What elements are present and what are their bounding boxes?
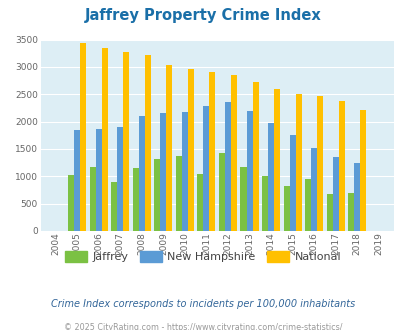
Bar — [246, 111, 252, 231]
Bar — [197, 174, 203, 231]
Bar — [310, 148, 316, 231]
Bar — [90, 167, 96, 231]
Bar — [132, 168, 139, 231]
Bar — [117, 127, 123, 231]
Legend: Jaffrey, New Hampshire, National: Jaffrey, New Hampshire, National — [60, 247, 345, 267]
Bar — [359, 110, 365, 231]
Text: Jaffrey Property Crime Index: Jaffrey Property Crime Index — [84, 8, 321, 23]
Bar — [273, 89, 279, 231]
Bar — [145, 55, 151, 231]
Bar — [166, 65, 172, 231]
Bar — [68, 175, 74, 231]
Bar — [181, 112, 188, 231]
Bar — [80, 44, 86, 231]
Bar — [252, 82, 258, 231]
Bar — [154, 159, 160, 231]
Bar — [267, 123, 273, 231]
Bar — [203, 106, 209, 231]
Bar — [304, 179, 310, 231]
Text: Crime Index corresponds to incidents per 100,000 inhabitants: Crime Index corresponds to incidents per… — [51, 299, 354, 309]
Bar — [218, 153, 224, 231]
Bar — [224, 103, 230, 231]
Bar — [338, 101, 344, 231]
Bar — [347, 193, 353, 231]
Text: © 2025 CityRating.com - https://www.cityrating.com/crime-statistics/: © 2025 CityRating.com - https://www.city… — [64, 323, 341, 330]
Bar — [230, 75, 237, 231]
Bar — [326, 194, 332, 231]
Bar — [209, 72, 215, 231]
Bar — [74, 130, 80, 231]
Bar — [261, 176, 267, 231]
Bar — [102, 49, 108, 231]
Bar — [160, 114, 166, 231]
Bar — [123, 52, 129, 231]
Bar — [289, 135, 295, 231]
Bar — [283, 186, 289, 231]
Bar — [175, 155, 181, 231]
Bar — [111, 182, 117, 231]
Bar — [139, 116, 145, 231]
Bar — [295, 94, 301, 231]
Bar — [188, 69, 194, 231]
Bar — [316, 96, 322, 231]
Bar — [353, 163, 359, 231]
Bar — [240, 167, 246, 231]
Bar — [96, 129, 102, 231]
Bar — [332, 157, 338, 231]
